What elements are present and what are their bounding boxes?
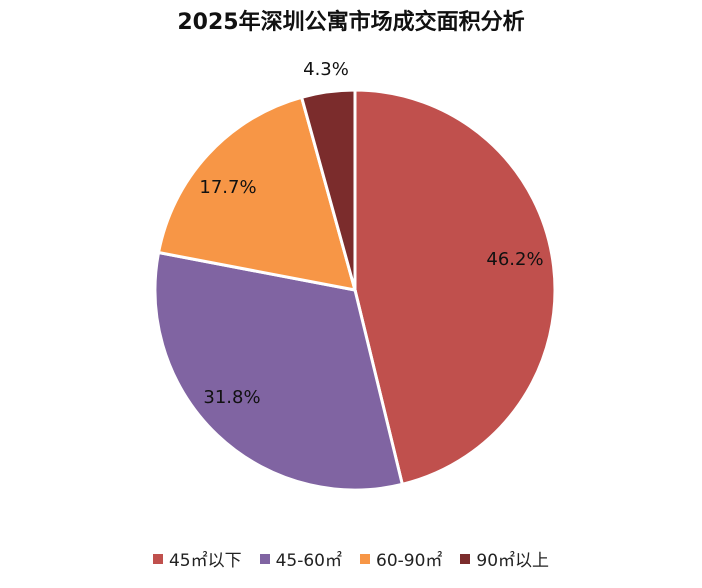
legend-item-4[interactable]: 90㎡以上 <box>460 546 549 571</box>
legend-label-1: 45㎡以下 <box>168 551 242 571</box>
pie-slice-4[interactable] <box>299 88 357 291</box>
legend-swatch-4 <box>460 553 471 564</box>
legend-swatch-1 <box>152 553 163 564</box>
legend-label-3: 60-90㎡ <box>376 551 443 571</box>
chart-title: 2025年深圳公寓市场成交面积分析 <box>177 10 525 35</box>
slice-label-2: 31.8% <box>203 387 260 408</box>
pie-chart: 46.2% 31.8% 17.7% 4.3% <box>153 59 557 492</box>
slice-label-3: 17.7% <box>199 177 256 198</box>
slice-label-1: 46.2% <box>486 249 543 270</box>
pie-slices <box>153 88 557 492</box>
legend-swatch-3 <box>360 553 370 564</box>
pie-labels: 46.2% 31.8% 17.7% 4.3% <box>199 59 543 408</box>
legend-swatch-2 <box>259 553 270 564</box>
legend-item-3[interactable]: 60-90㎡ <box>360 546 442 571</box>
legend-item-1[interactable]: 45㎡以下 <box>152 546 242 571</box>
legend-label-2: 45-60㎡ <box>275 551 342 571</box>
slice-label-4: 4.3% <box>303 59 349 80</box>
legend-label-4: 90㎡以上 <box>476 551 550 571</box>
pie-slice-3[interactable] <box>156 95 358 292</box>
legend-item-2[interactable]: 45-60㎡ <box>259 546 342 571</box>
chart-legend: 45㎡以下 45-60㎡ 60-90㎡ 90㎡以上 <box>0 546 702 571</box>
pie-slice-1[interactable] <box>353 88 557 487</box>
pie-slice-2[interactable] <box>153 250 405 492</box>
